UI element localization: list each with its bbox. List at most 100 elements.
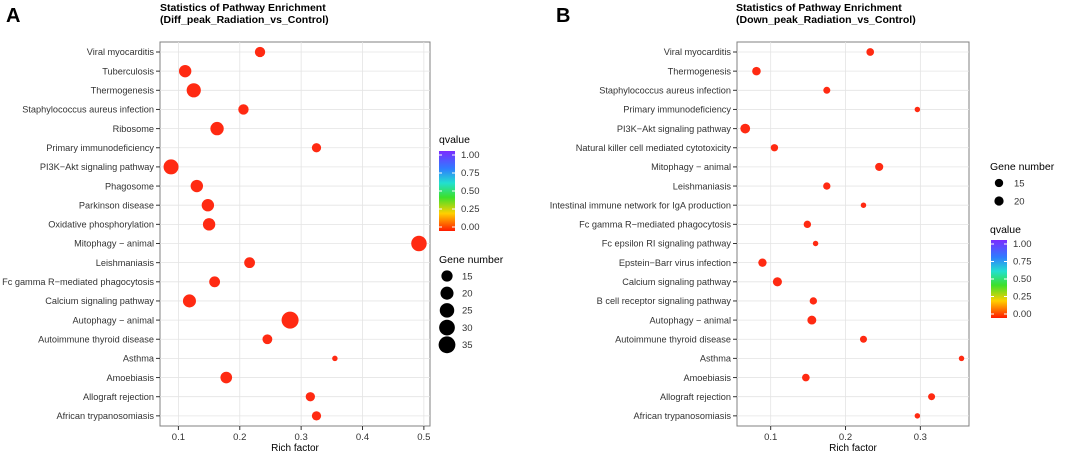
panel-b-qvalue-colorbar bbox=[991, 240, 1007, 318]
panel-a-size-legend-keys: 15 20 25 30 35 bbox=[438, 270, 473, 354]
panel-b-point bbox=[914, 413, 921, 419]
panel-b-point bbox=[859, 335, 867, 343]
panel-b-qvalue-legend-title: qvalue bbox=[990, 224, 1021, 236]
panel-a-y-tick-label: Asthma bbox=[123, 354, 155, 364]
panel-b-qvalue-legend: qvalue 1.00 0.75 0.50 0.25 0.00 bbox=[990, 224, 1032, 320]
panel-b-size-legend-title: Gene number bbox=[990, 161, 1055, 173]
panel-b-qvalue-tick-label: 0.25 bbox=[1013, 292, 1032, 303]
panel-a-qvalue-tick-label: 0.25 bbox=[461, 204, 480, 215]
panel-a-x-tick-label: 0.4 bbox=[356, 432, 369, 443]
panel-b-y-tick-label: Allograft rejection bbox=[660, 392, 731, 402]
panel-b-y-tick-label: PI3K−Akt signaling pathway bbox=[617, 124, 732, 134]
panel-a-size-legend: Gene number 15 20 25 30 35 bbox=[438, 254, 504, 354]
panel-a-y-tick-label: Amoebiasis bbox=[107, 373, 155, 383]
panel-a-y-tick-label: Ribosome bbox=[113, 124, 154, 134]
panel-a-point bbox=[311, 143, 322, 153]
panel-a-y-tick-label: Allograft rejection bbox=[83, 392, 154, 402]
panel-b-y-tick-label: Mitophagy − animal bbox=[651, 162, 731, 172]
panel-a-y-tick-label: PI3K−Akt signaling pathway bbox=[40, 162, 155, 172]
panel-letter-a: A bbox=[6, 5, 20, 27]
panel-letter-b: B bbox=[556, 5, 570, 27]
panel-a-y-tick-label: Oxidative phosphorylation bbox=[48, 220, 154, 230]
panel-a-point bbox=[244, 257, 256, 269]
panel-b-point bbox=[809, 297, 818, 305]
panel-a-y-tick-labels: Viral myocarditis Tuberculosis Thermogenes… bbox=[2, 47, 160, 421]
panel-b-point bbox=[958, 355, 965, 362]
panel-b-y-tick-label: Calcium signaling pathway bbox=[622, 277, 731, 287]
panel-a-point bbox=[220, 371, 233, 384]
panel-a-point bbox=[305, 392, 315, 402]
panel-a-size-legend-label: 30 bbox=[462, 323, 473, 334]
panel-b-y-tick-labels: Viral myocarditis Thermogenesis Staphyloco… bbox=[550, 47, 737, 421]
panel-a-subtitle: (Diff_peak_Radiation_vs_Control) bbox=[160, 14, 329, 26]
panel-a-qvalue-tick-label: 0.00 bbox=[461, 222, 480, 233]
panel-b-size-legend-label: 20 bbox=[1014, 196, 1025, 207]
panel-a-point bbox=[254, 46, 266, 58]
panel-b-y-tick-label: B cell receptor signaling pathway bbox=[597, 296, 732, 306]
panel-b-qvalue-ticks: 1.00 0.75 0.50 0.25 0.00 bbox=[991, 239, 1032, 320]
panel-a-size-legend-dot bbox=[441, 270, 453, 282]
panel-a-point bbox=[281, 311, 299, 329]
panel-a-qvalue-tick-label: 0.50 bbox=[461, 186, 480, 197]
panel-a-y-tick-label: Phagosome bbox=[105, 181, 154, 191]
panel-a-point bbox=[411, 235, 427, 252]
panel-a-x-tick-label: 0.1 bbox=[172, 432, 185, 443]
panel-b-qvalue-tick-label: 0.00 bbox=[1013, 309, 1032, 320]
panel-b-y-tick-label: Natural killer cell mediated cytotoxicit… bbox=[576, 143, 732, 153]
panel-b-point bbox=[812, 240, 819, 247]
panel-b-size-legend-label: 15 bbox=[1014, 178, 1025, 189]
panel-a-point bbox=[332, 355, 338, 362]
panel-a-qvalue-tick-label: 0.75 bbox=[461, 168, 480, 179]
panel-a-x-ticks: 0.1 0.2 0.3 0.4 0.5 bbox=[172, 426, 430, 443]
panel-a-x-axis-title: Rich factor bbox=[271, 443, 319, 453]
panel-b-point bbox=[928, 393, 936, 401]
panel-b-size-legend-dot bbox=[994, 196, 1004, 206]
panel-a-y-tick-label: Thermogenesis bbox=[91, 86, 155, 96]
panel-a-x-tick-label: 0.2 bbox=[233, 432, 246, 443]
panel-a-size-legend-title: Gene number bbox=[439, 254, 504, 266]
panel-a-size-legend-dot bbox=[440, 286, 454, 300]
panel-a: A Statistics of Pathway Enrichment (Diff… bbox=[2, 2, 504, 453]
panel-b-point bbox=[823, 182, 831, 190]
panel-b-y-tick-label: Viral myocarditis bbox=[664, 47, 732, 57]
panel-a-y-tick-label: Tuberculosis bbox=[102, 66, 154, 76]
panel-a-point bbox=[182, 294, 196, 308]
panel-a-y-tick-label: Parkinson disease bbox=[79, 200, 154, 210]
panel-b-point bbox=[752, 66, 761, 76]
panel-a-size-legend-label: 20 bbox=[462, 289, 473, 300]
panel-a-y-tick-label: Staphylococcus aureus infection bbox=[22, 105, 154, 115]
panel-b-y-tick-label: Fc epsilon RI signaling pathway bbox=[602, 239, 732, 249]
panel-a-x-tick-label: 0.3 bbox=[295, 432, 308, 443]
panel-a-point bbox=[190, 179, 204, 193]
panel-b-point bbox=[807, 315, 817, 325]
panel-b-point bbox=[802, 373, 810, 382]
panel-a-qvalue-ticks: 1.00 0.75 0.50 0.25 0.00 bbox=[439, 150, 480, 233]
panel-a-size-legend-label: 15 bbox=[462, 271, 473, 282]
panel-b-plot-area bbox=[736, 41, 970, 427]
panel-b-y-tick-label: Primary immunodeficiency bbox=[623, 105, 731, 115]
panel-a-y-tick-label: Mitophagy − animal bbox=[74, 239, 154, 249]
panel-a-y-tick-label: Autophagy − animal bbox=[73, 315, 154, 325]
panel-b-y-tick-label: Autoimmune thyroid disease bbox=[615, 334, 731, 344]
panel-b-qvalue-tick-label: 0.50 bbox=[1013, 274, 1032, 285]
panel-a-y-tick-label: Autoimmune thyroid disease bbox=[38, 334, 154, 344]
panel-b-title: Statistics of Pathway Enrichment bbox=[736, 2, 902, 14]
panel-b-point bbox=[803, 220, 812, 229]
panel-a-point bbox=[262, 334, 273, 345]
panel-b-point bbox=[866, 48, 875, 56]
panel-b-point bbox=[914, 106, 921, 113]
panel-b-x-tick-label: 0.2 bbox=[839, 432, 852, 443]
panel-b-point bbox=[758, 258, 767, 267]
panel-a-y-tick-label: Calcium signaling pathway bbox=[45, 296, 154, 306]
panel-a-qvalue-tick-label: 1.00 bbox=[461, 150, 480, 161]
panel-b-y-tick-label: Intestinal immune network for IgA produc… bbox=[550, 200, 731, 210]
panel-b-point bbox=[860, 202, 867, 208]
panel-a-point bbox=[202, 218, 216, 231]
panel-a-point bbox=[238, 104, 249, 115]
panel-b-x-tick-label: 0.3 bbox=[914, 432, 927, 443]
panel-a-y-tick-label: Primary immunodeficiency bbox=[46, 143, 154, 153]
panel-b-y-tick-label: Staphylococcus aureus infection bbox=[599, 86, 731, 96]
